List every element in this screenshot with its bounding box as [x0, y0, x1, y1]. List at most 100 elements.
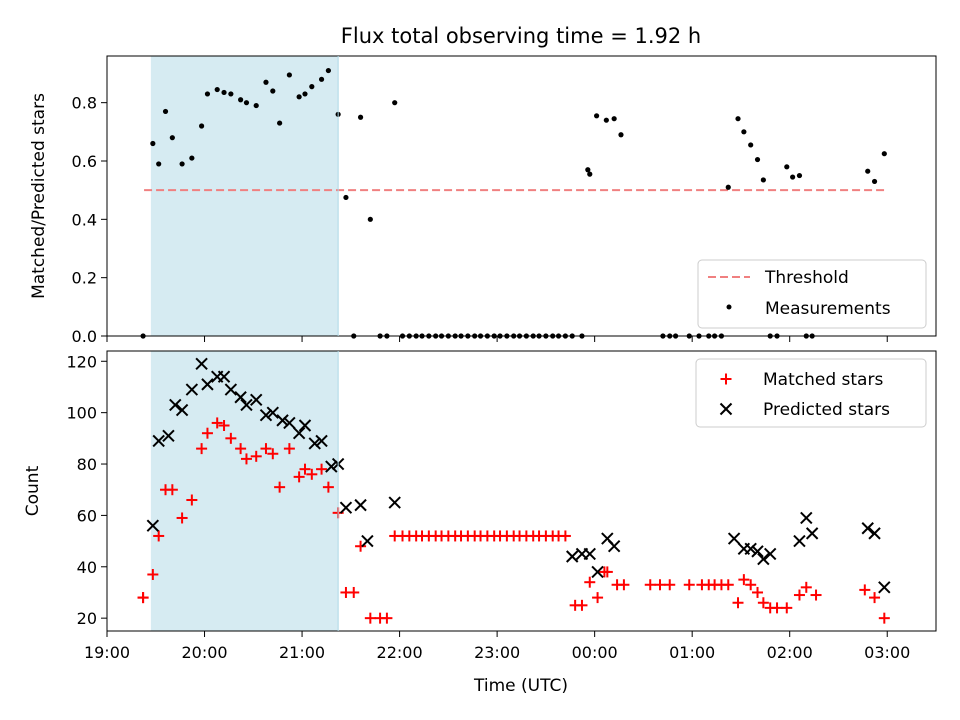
predicted-star-point: [195, 357, 208, 371]
x-tick-label: 20:00: [181, 643, 227, 662]
predicted-star-point: [283, 416, 296, 430]
y-tick-label: 40: [77, 558, 97, 577]
measurement-point: [228, 91, 234, 97]
matched-star-point: [306, 468, 318, 480]
predicted-star-point: [292, 426, 306, 440]
measurement-point: [871, 178, 878, 185]
measurement-point: [748, 142, 754, 148]
count-panel: 20 40 60 80 100 120 19:00 20:00 21:00 22:00 23:00…: [23, 350, 937, 696]
predicted-star-point: [152, 434, 165, 448]
legend-measurements-label: Measurements: [765, 299, 891, 319]
count-y-ticks: 20 40 60 80 100 120: [66, 352, 107, 628]
measurement-point: [735, 116, 741, 122]
measurement-point: [318, 76, 325, 82]
matched-star-point: [137, 592, 149, 604]
predicted-star-point: [339, 501, 353, 514]
matched-star-point: [800, 581, 812, 593]
matched-star-point: [201, 427, 213, 439]
predicted-star-point: [793, 534, 806, 548]
measurement-point: [189, 155, 195, 161]
measurement-point: [741, 129, 747, 135]
matched-star-point: [267, 448, 279, 460]
matched-star-point: [176, 512, 188, 524]
measurement-point: [150, 140, 156, 147]
measurement-point: [603, 117, 609, 123]
measurement-point: [162, 108, 169, 115]
matched-star-point: [584, 576, 596, 588]
predicted-star-point: [878, 581, 891, 594]
measurement-point: [593, 113, 600, 119]
ratio-observing-span: [150, 56, 339, 336]
matched-star-point: [683, 579, 695, 591]
matched-star-point: [218, 419, 230, 431]
matched-star-point: [592, 592, 604, 604]
matched-star-point: [293, 471, 305, 483]
measurement-point: [214, 86, 220, 93]
matched-star-point: [348, 586, 360, 598]
count-axes-frame: [106, 350, 937, 632]
legend-matched-label: Matched stars: [763, 370, 883, 390]
matched-star-point: [654, 579, 666, 591]
count-observing-span: [150, 351, 339, 631]
legend-measurements-swatch: [726, 304, 732, 310]
measurement-point: [343, 194, 349, 201]
predicted-stars-points: [146, 357, 891, 594]
measurement-point: [199, 123, 205, 129]
matched-star-point: [722, 579, 734, 591]
x-tick-label: 01:00: [669, 643, 715, 662]
matched-star-point: [878, 612, 890, 624]
x-tick-label: 23:00: [474, 643, 520, 662]
matched-star-point: [618, 579, 630, 591]
predicted-star-point: [308, 437, 321, 450]
predicted-star-point: [805, 527, 819, 540]
measurement-point: [585, 167, 591, 173]
measurement-point: [754, 156, 761, 163]
ratio-y-ticks: 0.0 0.2 0.4 0.6 0.8: [72, 94, 107, 346]
y-tick-label: 60: [77, 506, 97, 525]
matched-star-point: [250, 450, 262, 462]
matched-star-point: [745, 579, 757, 591]
legend-threshold-label: Threshold: [764, 268, 849, 288]
matched-star-point: [810, 589, 822, 601]
legend-predicted-marker: [719, 402, 733, 416]
predicted-star-point: [566, 550, 579, 563]
predicted-star-point: [315, 434, 328, 448]
matched-star-point: [322, 481, 334, 493]
x-tick-label: 22:00: [377, 643, 423, 662]
legend-predicted-swatch: [719, 402, 733, 416]
predicted-star-point: [266, 406, 280, 419]
measurement-point: [238, 97, 244, 103]
matched-star-point: [381, 612, 393, 624]
predicted-star-point: [757, 552, 770, 566]
measurement-point: [611, 116, 617, 122]
matched-star-point: [186, 494, 198, 506]
matched-star-point: [274, 481, 286, 493]
ratio-y-axis-label: Matched/Predicted stars: [29, 93, 49, 299]
matched-star-point: [576, 599, 588, 611]
matched-star-point: [225, 432, 237, 444]
matched-star-point: [283, 443, 295, 455]
ratio-legend-box: [697, 259, 927, 329]
measurement-point: [865, 168, 871, 174]
matched-star-point: [260, 443, 272, 455]
predicted-star-point: [868, 527, 881, 540]
measurement-point: [587, 171, 593, 177]
predicted-star-point: [224, 383, 238, 396]
matched-star-point: [869, 592, 881, 604]
predicted-star-point: [361, 534, 374, 548]
measurement-point: [392, 100, 398, 106]
matched-star-point: [196, 443, 208, 455]
measurement-point: [309, 84, 315, 90]
matched-star-point: [147, 568, 159, 580]
measurement-point: [270, 88, 276, 94]
count-legend-box: [695, 358, 927, 428]
matched-star-point: [601, 566, 613, 578]
matched-star-point: [153, 530, 165, 542]
measurement-point: [179, 161, 185, 167]
y-tick-label: 120: [66, 352, 97, 371]
matched-star-point: [859, 584, 871, 596]
ratio-x-ticks: [106, 336, 888, 342]
predicted-star-point: [800, 511, 813, 525]
x-tick-label: 00:00: [572, 643, 618, 662]
